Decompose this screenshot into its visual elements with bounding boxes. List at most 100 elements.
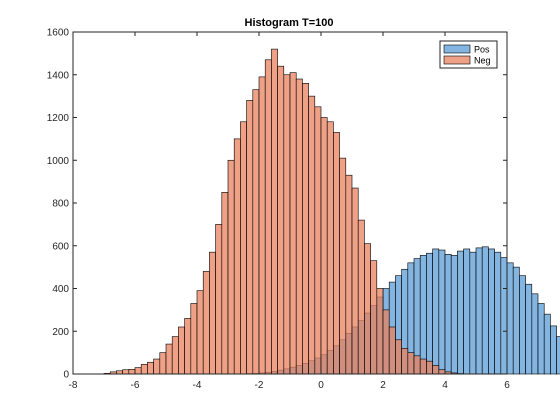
bar-neg	[309, 96, 315, 374]
bar-neg	[209, 252, 215, 374]
legend-swatch-neg	[444, 56, 470, 64]
bar-pos	[507, 263, 513, 374]
bar-neg	[371, 261, 377, 374]
bar-neg	[222, 192, 228, 374]
x-tick-label: -2	[255, 380, 264, 391]
bar-pos	[532, 294, 538, 374]
bar-pos	[513, 267, 519, 374]
bars-layer	[104, 49, 560, 374]
x-tick-label: 0	[318, 380, 324, 391]
bar-neg	[135, 368, 141, 374]
y-tick-label: 1600	[47, 28, 70, 39]
bar-neg	[123, 370, 129, 374]
bar-pos	[557, 337, 560, 374]
x-tick-label: 4	[442, 380, 448, 391]
bar-neg	[253, 90, 259, 374]
bar-neg	[433, 365, 439, 374]
bar-neg	[265, 60, 271, 374]
x-tick-label: -6	[131, 380, 140, 391]
bar-neg	[172, 337, 178, 374]
bar-neg	[302, 83, 308, 374]
bar-neg	[247, 100, 253, 374]
bar-neg	[240, 122, 246, 374]
bar-neg	[203, 271, 209, 374]
bar-pos	[426, 253, 432, 374]
bar-neg	[191, 303, 197, 374]
bar-neg	[271, 49, 277, 374]
y-tick-label: 1000	[47, 156, 70, 167]
x-tick-label: -4	[193, 380, 202, 391]
bar-neg	[364, 244, 370, 374]
bar-neg	[166, 344, 172, 374]
bar-neg	[278, 66, 284, 374]
legend-label-neg: Neg	[474, 56, 491, 66]
x-tick-label: -8	[69, 380, 78, 391]
bar-neg	[290, 73, 296, 374]
bar-neg	[234, 139, 240, 374]
bar-pos	[451, 255, 457, 374]
bar-neg	[389, 327, 395, 374]
bar-pos	[457, 251, 463, 374]
bar-pos	[420, 255, 426, 374]
bar-neg	[358, 220, 364, 374]
bar-neg	[340, 158, 346, 374]
bar-neg	[154, 359, 160, 374]
bar-neg	[402, 348, 408, 374]
y-tick-label: 200	[52, 327, 69, 338]
bar-neg	[426, 361, 432, 374]
bar-neg	[315, 107, 321, 374]
bar-neg	[160, 353, 166, 374]
bar-neg	[178, 327, 184, 374]
bar-neg	[141, 364, 147, 374]
x-tick-label: 2	[380, 380, 386, 391]
bar-neg	[346, 175, 352, 374]
legend-swatch-pos	[444, 45, 470, 53]
bar-neg	[185, 318, 191, 374]
bar-neg	[296, 79, 302, 374]
y-tick-label: 800	[52, 199, 69, 210]
bar-neg	[197, 291, 203, 374]
y-tick-label: 0	[63, 370, 69, 381]
bar-pos	[482, 247, 488, 374]
bar-pos	[488, 249, 494, 374]
bar-pos	[519, 276, 525, 374]
bar-neg	[420, 359, 426, 374]
bar-pos	[470, 252, 476, 374]
chart-title: Histogram T=100	[245, 17, 334, 29]
bar-pos	[550, 326, 556, 374]
bar-neg	[259, 77, 265, 374]
bar-neg	[284, 75, 290, 374]
bar-neg	[383, 310, 389, 374]
bar-pos	[439, 250, 445, 374]
bar-neg	[333, 132, 339, 374]
bar-neg	[377, 289, 383, 375]
bar-pos	[445, 254, 451, 374]
bar-neg	[439, 370, 445, 374]
y-tick-label: 1400	[47, 70, 70, 81]
y-tick-label: 1200	[47, 113, 70, 124]
bar-neg	[395, 340, 401, 374]
bar-pos	[476, 248, 482, 374]
y-tick-label: 600	[52, 241, 69, 252]
bar-neg	[321, 118, 327, 375]
bar-pos	[495, 252, 501, 374]
bar-neg	[327, 122, 333, 374]
x-tick-label: 6	[504, 380, 510, 391]
bar-neg	[147, 362, 153, 374]
bar-pos	[544, 314, 550, 374]
legend-label-pos: Pos	[474, 45, 490, 55]
bar-neg	[129, 369, 135, 374]
bar-pos	[526, 284, 532, 374]
bar-neg	[408, 353, 414, 374]
bar-pos	[538, 303, 544, 374]
y-tick-label: 400	[52, 284, 69, 295]
bar-neg	[216, 224, 222, 374]
bar-neg	[228, 160, 234, 374]
bar-pos	[501, 258, 507, 374]
bar-neg	[352, 188, 358, 374]
bar-pos	[464, 249, 470, 374]
bar-neg	[414, 356, 420, 374]
